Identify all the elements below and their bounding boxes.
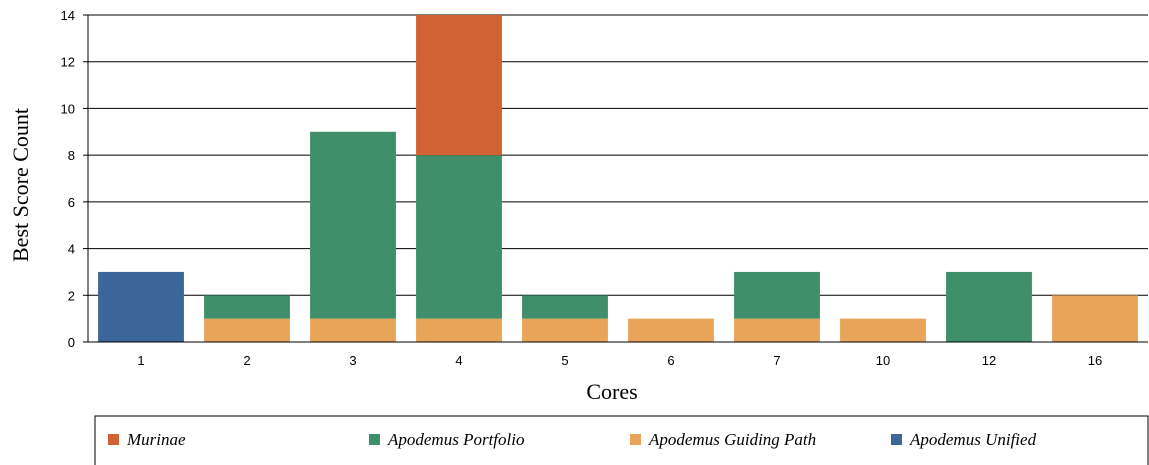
- bar-apodemus-guiding-path-6: [628, 319, 714, 342]
- y-tick-label: 0: [68, 335, 75, 350]
- y-tick-label: 14: [61, 8, 75, 23]
- x-tick-label: 6: [667, 353, 674, 368]
- legend-swatch: [630, 434, 641, 445]
- x-tick-label: 16: [1088, 353, 1102, 368]
- bar-apodemus-portfolio-7: [734, 272, 820, 319]
- y-tick-labels: 0 2 4 6 8 10 12 14: [61, 8, 75, 350]
- y-tick-label: 12: [61, 55, 75, 70]
- x-tick-label: 10: [876, 353, 890, 368]
- bar-apodemus-guiding-path-10: [840, 319, 926, 342]
- x-tick-label: 12: [982, 353, 996, 368]
- bar-apodemus-guiding-path-7: [734, 319, 820, 342]
- bar-apodemus-unified-1: [98, 272, 184, 342]
- legend: Murinae Apodemus Portfolio Apodemus Guidin…: [95, 416, 1148, 465]
- y-tick-label: 4: [68, 242, 75, 257]
- x-tick-labels: 1 2 3 4 5 6 7 10 12 16: [137, 353, 1102, 368]
- x-tick-label: 4: [455, 353, 462, 368]
- legend-label: Apodemus Guiding Path: [648, 430, 816, 449]
- y-tick-label: 6: [68, 195, 75, 210]
- x-tick-label: 1: [137, 353, 144, 368]
- bar-apodemus-portfolio-5: [522, 295, 608, 318]
- bar-apodemus-guiding-path-2: [204, 319, 290, 342]
- y-tick-label: 8: [68, 148, 75, 163]
- bar-apodemus-portfolio-12: [946, 272, 1032, 342]
- legend-label: Apodemus Unified: [909, 430, 1037, 449]
- bars: [98, 15, 1138, 342]
- x-tick-label: 2: [243, 353, 250, 368]
- x-tick-label: 7: [773, 353, 780, 368]
- y-axis-title: Best Score Count: [8, 108, 33, 262]
- bar-apodemus-guiding-path-16: [1052, 295, 1138, 342]
- legend-label: Apodemus Portfolio: [387, 430, 524, 449]
- bar-apodemus-portfolio-2: [204, 295, 290, 318]
- bar-apodemus-portfolio-4: [416, 155, 502, 319]
- x-tick-label: 3: [349, 353, 356, 368]
- y-tick-label: 10: [61, 101, 75, 116]
- legend-label: Murinae: [126, 430, 186, 449]
- x-tick-label: 5: [561, 353, 568, 368]
- bar-apodemus-guiding-path-3: [310, 319, 396, 342]
- x-axis-title: Cores: [586, 379, 637, 404]
- y-tick-label: 2: [68, 288, 75, 303]
- bar-apodemus-guiding-path-4: [416, 319, 502, 342]
- legend-swatch: [108, 434, 119, 445]
- legend-swatch: [891, 434, 902, 445]
- bar-murinae-4: [416, 15, 502, 155]
- legend-swatch: [369, 434, 380, 445]
- bar-apodemus-portfolio-3: [310, 132, 396, 319]
- bar-apodemus-guiding-path-5: [522, 319, 608, 342]
